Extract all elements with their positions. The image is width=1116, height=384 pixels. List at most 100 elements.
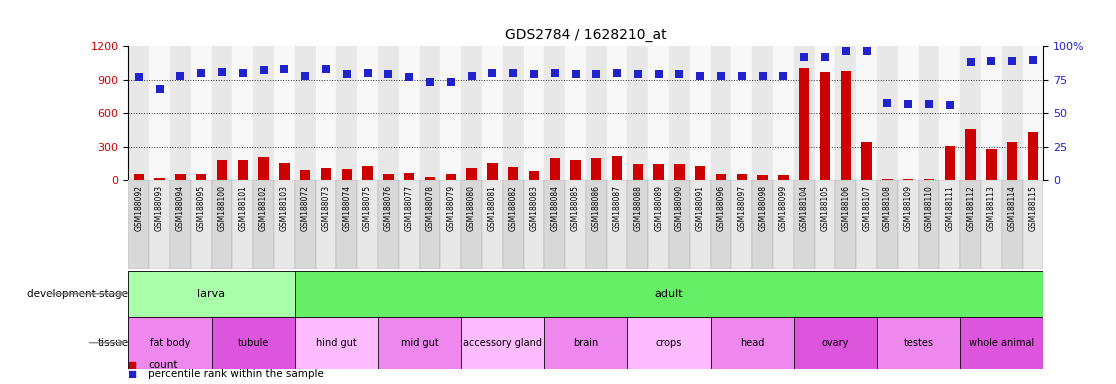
Bar [487, 162, 498, 180]
Text: GSM188100: GSM188100 [218, 185, 227, 231]
Bar [191, 180, 212, 269]
Text: GSM188099: GSM188099 [779, 185, 788, 231]
Text: GSM188093: GSM188093 [155, 185, 164, 231]
Bar [295, 271, 1043, 317]
Bar [341, 169, 352, 180]
Bar [445, 174, 456, 180]
Point [733, 73, 751, 79]
Bar [856, 180, 877, 269]
Bar [170, 46, 191, 180]
Bar [815, 46, 836, 180]
Text: GSM188081: GSM188081 [488, 185, 497, 231]
Point [587, 71, 605, 78]
Point [753, 73, 771, 79]
Text: GSM188082: GSM188082 [509, 185, 518, 231]
Text: ◼: ◼ [128, 360, 137, 370]
Bar [648, 46, 670, 180]
Bar [357, 180, 378, 269]
Bar [404, 173, 414, 180]
Point [878, 99, 896, 106]
Text: GSM188110: GSM188110 [924, 185, 934, 231]
Text: adult: adult [655, 289, 683, 299]
Bar [648, 180, 670, 269]
Text: GSM188115: GSM188115 [1029, 185, 1038, 231]
Bar [336, 46, 357, 180]
Bar [128, 317, 212, 369]
Text: GSM188107: GSM188107 [863, 185, 872, 231]
Bar [502, 180, 523, 269]
Bar [128, 46, 150, 180]
Bar [217, 160, 228, 180]
Point [151, 86, 169, 92]
Bar [398, 46, 420, 180]
Bar [316, 180, 336, 269]
Bar [840, 71, 852, 180]
Bar [253, 46, 273, 180]
Bar [232, 46, 253, 180]
Bar [398, 180, 420, 269]
Text: GSM188076: GSM188076 [384, 185, 393, 231]
Text: head: head [740, 338, 764, 348]
Bar [773, 46, 793, 180]
Text: accessory gland: accessory gland [463, 338, 542, 348]
Text: tubule: tubule [238, 338, 269, 348]
Bar [253, 180, 273, 269]
Bar [793, 180, 815, 269]
Bar [711, 180, 731, 269]
Bar [877, 317, 960, 369]
Text: GSM188114: GSM188114 [1008, 185, 1017, 231]
Point [608, 70, 626, 76]
Bar [654, 164, 664, 180]
Bar [378, 317, 461, 369]
Text: GSM188074: GSM188074 [343, 185, 352, 231]
Text: GSM188088: GSM188088 [634, 185, 643, 231]
Bar [1007, 142, 1018, 180]
Bar [1022, 46, 1043, 180]
Text: fat body: fat body [150, 338, 190, 348]
Point [962, 59, 980, 65]
Text: percentile rank within the sample: percentile rank within the sample [148, 369, 325, 379]
Text: GSM188102: GSM188102 [259, 185, 268, 231]
Text: GSM188091: GSM188091 [695, 185, 705, 231]
Bar [523, 46, 545, 180]
Bar [1002, 46, 1022, 180]
Bar [279, 162, 289, 180]
Bar [670, 46, 690, 180]
Bar [737, 174, 747, 180]
Point [712, 73, 730, 79]
Point [276, 66, 294, 72]
Bar [690, 180, 711, 269]
Bar [295, 180, 316, 269]
Bar [586, 180, 607, 269]
Bar [545, 180, 565, 269]
Text: GSM188090: GSM188090 [675, 185, 684, 231]
Text: GSM188073: GSM188073 [321, 185, 330, 231]
Text: GSM188095: GSM188095 [196, 185, 205, 231]
Bar [960, 180, 981, 269]
Bar [1022, 180, 1043, 269]
Bar [320, 167, 331, 180]
Bar [316, 46, 336, 180]
Text: GSM188097: GSM188097 [738, 185, 747, 231]
Bar [461, 317, 545, 369]
Bar [731, 46, 752, 180]
Bar [731, 180, 752, 269]
Bar [924, 179, 934, 180]
Bar [836, 46, 856, 180]
Bar [378, 46, 398, 180]
Bar [570, 160, 580, 180]
Text: development stage: development stage [27, 289, 128, 299]
Text: tissue: tissue [97, 338, 128, 348]
Point [837, 48, 855, 55]
Bar [965, 129, 975, 180]
Point [172, 73, 190, 79]
Text: mid gut: mid gut [401, 338, 439, 348]
Bar [586, 46, 607, 180]
Bar [815, 180, 836, 269]
Bar [918, 46, 940, 180]
Bar [627, 46, 648, 180]
Bar [612, 156, 623, 180]
Bar [336, 180, 357, 269]
Bar [232, 180, 253, 269]
Point [816, 54, 834, 60]
